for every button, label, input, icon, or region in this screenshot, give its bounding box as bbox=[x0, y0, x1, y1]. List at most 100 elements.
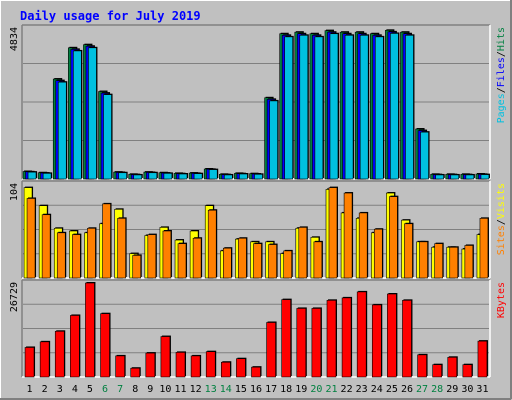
bar-kbytes bbox=[236, 358, 246, 378]
bar-pages bbox=[57, 81, 67, 180]
x-tick-label: 27 bbox=[416, 384, 428, 395]
y-axis-max-label: 4834 bbox=[9, 27, 20, 51]
bar-pages bbox=[390, 33, 399, 180]
bar-pages bbox=[314, 36, 324, 180]
bar-pages bbox=[103, 94, 112, 180]
bar-kbytes bbox=[387, 293, 397, 378]
bar-kbytes bbox=[417, 354, 427, 378]
chart-title: Daily usage for July 2019 bbox=[20, 9, 201, 23]
bar-sites bbox=[404, 223, 413, 279]
bar-kbytes bbox=[54, 330, 65, 378]
bar-pages bbox=[344, 35, 354, 180]
bar-pages bbox=[374, 36, 384, 180]
bar-sites bbox=[72, 234, 81, 279]
bar-pages bbox=[269, 100, 278, 180]
bar-sites bbox=[358, 212, 368, 279]
x-tick-label: 14 bbox=[220, 384, 232, 395]
bar-pages bbox=[118, 172, 127, 180]
bar-sites bbox=[464, 245, 474, 279]
bar-sites bbox=[479, 218, 489, 279]
x-tick-label: 22 bbox=[341, 384, 353, 395]
legend-entry: Sites bbox=[496, 225, 507, 255]
bar-kbytes bbox=[175, 352, 186, 378]
x-tick-label: 2 bbox=[42, 384, 48, 395]
bar-kbytes bbox=[221, 361, 231, 378]
bar-sites bbox=[207, 209, 217, 279]
legend-separator: / bbox=[496, 219, 507, 225]
bar-sites bbox=[253, 243, 262, 279]
panel-kbytes: 26729 KBytes bbox=[9, 279, 507, 378]
x-tick-label: 9 bbox=[147, 384, 153, 395]
bar-kbytes bbox=[205, 351, 216, 378]
bar-pages bbox=[465, 174, 475, 180]
bar-pages bbox=[254, 174, 263, 180]
bar-sites bbox=[56, 232, 66, 279]
bar-sites bbox=[434, 243, 443, 279]
bar-kbytes bbox=[70, 315, 80, 378]
bar-sites bbox=[283, 250, 292, 279]
bar-sites bbox=[238, 237, 247, 279]
bar-pages bbox=[208, 169, 218, 180]
legend-entry: Pages bbox=[496, 93, 507, 123]
bar-kbytes bbox=[432, 364, 442, 378]
bar-kbytes bbox=[24, 347, 35, 378]
bar-sites bbox=[328, 187, 338, 279]
x-tick-label: 1 bbox=[27, 384, 33, 395]
bar-pages bbox=[480, 174, 490, 180]
bar-kbytes bbox=[115, 355, 125, 378]
x-tick-label: 15 bbox=[235, 384, 247, 395]
x-tick-label: 7 bbox=[117, 384, 123, 395]
bar-pages bbox=[405, 35, 414, 180]
x-tick-label: 13 bbox=[205, 384, 217, 395]
bar-pages bbox=[133, 174, 143, 180]
bar-sites bbox=[223, 247, 232, 279]
bar-sites bbox=[192, 237, 202, 279]
legend-separator: / bbox=[496, 51, 507, 57]
x-tick-label: 19 bbox=[295, 384, 307, 395]
bar-sites bbox=[102, 203, 111, 279]
legend-hits: Pages/Files/Hits bbox=[496, 27, 507, 123]
bar-sites bbox=[117, 218, 126, 279]
x-tick-label: 5 bbox=[87, 384, 93, 395]
bar-pages bbox=[163, 173, 173, 180]
bar-kbytes bbox=[477, 340, 488, 378]
x-tick-label: 18 bbox=[280, 384, 292, 395]
legend-entry: Visits bbox=[496, 183, 507, 219]
bar-kbytes bbox=[190, 355, 201, 378]
y-axis-max-label: 104 bbox=[9, 183, 20, 201]
x-tick-label: 3 bbox=[57, 384, 63, 395]
bar-pages bbox=[420, 131, 429, 180]
bar-kbytes bbox=[145, 352, 156, 378]
bar-sites bbox=[41, 214, 51, 279]
bar-kbytes bbox=[39, 341, 50, 378]
bar-sites bbox=[449, 246, 459, 279]
bar-sites bbox=[268, 244, 277, 279]
bar-pages bbox=[284, 36, 293, 180]
bar-kbytes bbox=[85, 282, 95, 378]
legend-kbytes: KBytes bbox=[496, 282, 507, 318]
x-tick-label: 12 bbox=[190, 384, 202, 395]
x-tick-label: 4 bbox=[72, 384, 78, 395]
x-tick-label: 16 bbox=[250, 384, 262, 395]
bar-kbytes bbox=[281, 299, 291, 378]
x-tick-label: 29 bbox=[446, 384, 458, 395]
panel-visits: 104 Sites/Visits bbox=[9, 180, 507, 279]
bar-pages bbox=[193, 173, 203, 180]
bar-pages bbox=[299, 35, 309, 180]
bar-pages bbox=[148, 172, 158, 180]
bar-sites bbox=[313, 241, 323, 279]
bar-pages bbox=[88, 47, 97, 180]
bar-pages bbox=[42, 173, 52, 180]
x-tick-label: 17 bbox=[265, 384, 277, 395]
bar-kbytes bbox=[341, 297, 352, 378]
bar-kbytes bbox=[296, 308, 307, 378]
x-tick-label: 20 bbox=[310, 384, 322, 395]
bar-pages bbox=[27, 171, 37, 180]
x-tick-label: 23 bbox=[356, 384, 368, 395]
bar-kbytes bbox=[326, 300, 337, 378]
bar-kbytes bbox=[447, 357, 458, 378]
x-tick-label: 24 bbox=[371, 384, 383, 395]
bar-pages bbox=[178, 173, 188, 180]
x-tick-label: 6 bbox=[102, 384, 108, 395]
